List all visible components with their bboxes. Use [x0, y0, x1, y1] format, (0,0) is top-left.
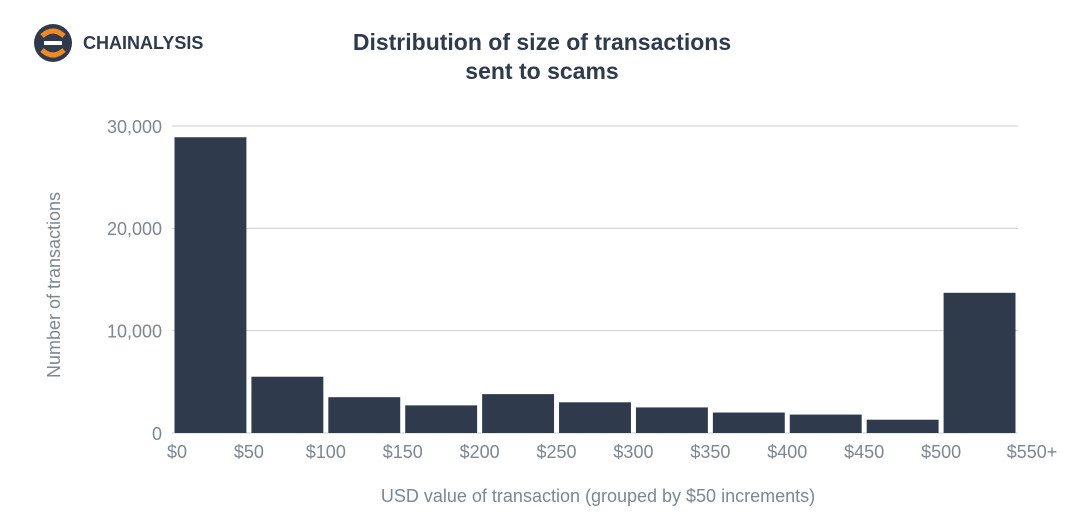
bar	[559, 402, 631, 433]
x-tick-label: $50	[234, 442, 264, 462]
x-tick-label: $200	[460, 442, 500, 462]
y-tick-label: 10,000	[107, 321, 162, 341]
y-tick-label: 20,000	[107, 219, 162, 239]
x-axis-label: USD value of transaction (grouped by $50…	[381, 486, 815, 506]
x-tick-label: $500	[921, 442, 961, 462]
x-tick-label: $400	[767, 442, 807, 462]
bar	[712, 412, 785, 433]
x-tick-label: $350	[690, 442, 730, 462]
logo-icon	[34, 24, 72, 62]
x-tick-label: $0	[167, 442, 187, 462]
x-tick-label: $300	[613, 442, 653, 462]
bar	[789, 414, 862, 433]
x-tick-label: $250	[537, 442, 577, 462]
chart-title: sent to scams	[465, 58, 618, 84]
y-tick-label: 30,000	[107, 117, 162, 137]
brand: CHAINALYSIS	[83, 33, 203, 53]
bar	[943, 292, 1016, 433]
x-tick-label: $450	[844, 442, 884, 462]
x-tick-label: $100	[306, 442, 346, 462]
y-tick-label: 0	[152, 424, 162, 444]
x-tick-label: $150	[383, 442, 423, 462]
chart-title: Distribution of size of transactions	[353, 29, 731, 55]
bar	[405, 405, 478, 433]
bar	[866, 419, 939, 433]
bar	[635, 407, 708, 433]
y-axis-label: Number of transactions	[44, 192, 64, 378]
bar	[482, 394, 555, 433]
bar	[251, 376, 324, 433]
bar	[328, 397, 401, 433]
x-tick-label: $550+	[1007, 442, 1058, 462]
bar	[174, 137, 247, 434]
